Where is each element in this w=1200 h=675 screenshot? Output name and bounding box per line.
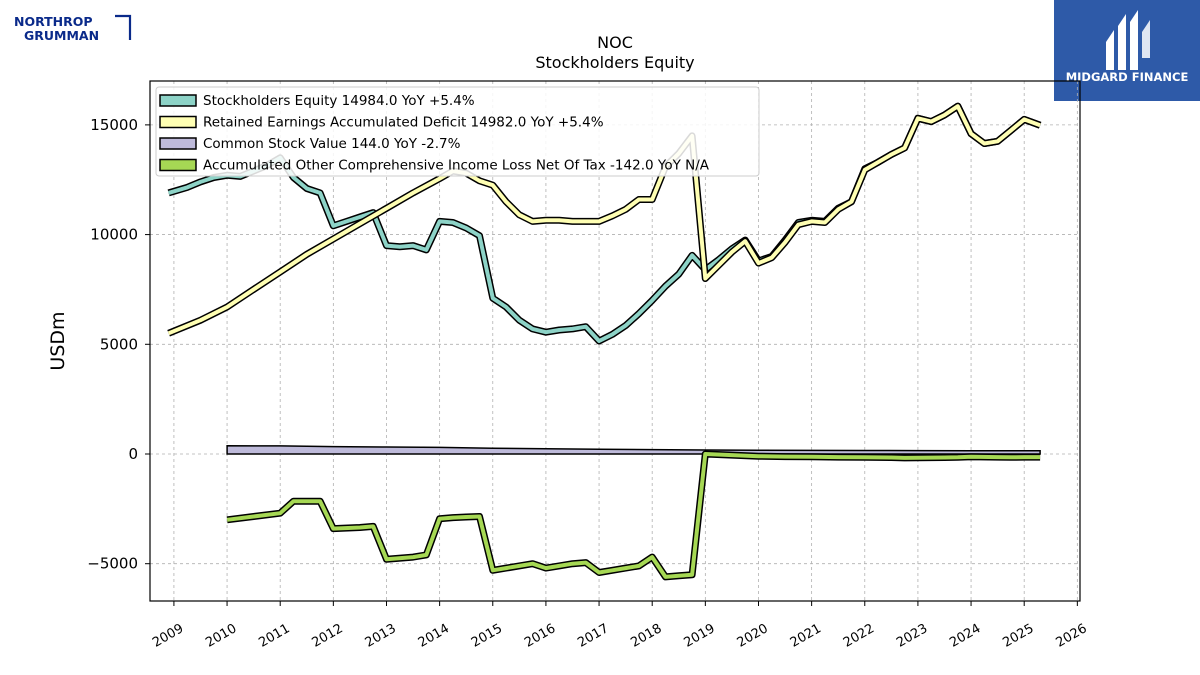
northrop-grumman-logo: NORTHROP GRUMMAN bbox=[14, 14, 132, 43]
x-axis: 2009 2010 2011 2012 2013 2014 2015 2016 2017 2018… bbox=[150, 601, 1090, 651]
midgard-mark-icon: MIDGARD FINANCE bbox=[1066, 10, 1189, 84]
series-1 bbox=[167, 102, 1042, 345]
logo-bracket-mark bbox=[115, 14, 132, 40]
legend-label: Retained Earnings Accumulated Deficit 14… bbox=[203, 115, 604, 131]
x-tick-label: 2021 bbox=[788, 621, 824, 651]
y-tick-label: 15000 bbox=[90, 116, 138, 134]
x-tick-label: 2026 bbox=[1054, 621, 1090, 651]
logo-line-2: GRUMMAN bbox=[24, 28, 99, 43]
x-tick-label: 2025 bbox=[1000, 621, 1036, 651]
y-axis: −5000 0 5000 10000 15000 bbox=[87, 116, 150, 573]
legend-swatch bbox=[159, 94, 197, 107]
series-layer bbox=[167, 102, 1042, 581]
x-tick-label: 2020 bbox=[735, 621, 771, 651]
legend-swatch bbox=[159, 115, 197, 129]
series-line bbox=[226, 452, 1041, 579]
y-tick-label: −5000 bbox=[87, 555, 138, 573]
x-tick-label: 2019 bbox=[682, 621, 718, 651]
midgard-logo-text: MIDGARD FINANCE bbox=[1066, 70, 1189, 84]
series-3 bbox=[226, 445, 1041, 455]
x-tick-label: 2013 bbox=[363, 621, 399, 651]
series-line bbox=[167, 104, 1041, 336]
series-2 bbox=[167, 102, 1042, 337]
y-tick-label: 10000 bbox=[90, 226, 138, 244]
legend-swatch bbox=[159, 158, 197, 172]
series-outline bbox=[226, 450, 1041, 581]
legend-label: Accumulated Other Comprehensive Income L… bbox=[203, 158, 710, 174]
x-tick-label: 2011 bbox=[256, 621, 292, 651]
x-tick-label: 2015 bbox=[469, 621, 505, 651]
legend-swatch bbox=[159, 137, 197, 150]
legend-label: Stockholders Equity 14984.0 YoY +5.4% bbox=[203, 93, 475, 109]
y-axis-label: USDm bbox=[47, 311, 69, 370]
x-tick-label: 2024 bbox=[947, 621, 983, 651]
x-tick-label: 2009 bbox=[150, 621, 186, 651]
x-tick-label: 2022 bbox=[841, 621, 877, 651]
legend-box bbox=[155, 86, 760, 177]
x-tick-label: 2016 bbox=[522, 621, 558, 651]
x-tick-label: 2014 bbox=[416, 621, 452, 651]
x-tick-label: 2023 bbox=[894, 621, 930, 651]
y-tick-label: 5000 bbox=[100, 335, 138, 353]
x-tick-label: 2012 bbox=[310, 621, 346, 651]
x-tick-label: 2017 bbox=[575, 621, 611, 651]
chart-title: NOC bbox=[597, 33, 633, 52]
plot-frame bbox=[149, 80, 1081, 602]
x-tick-label: 2010 bbox=[203, 621, 239, 651]
series-4 bbox=[226, 450, 1041, 581]
legend: Stockholders Equity 14984.0 YoY +5.4% Ret… bbox=[155, 86, 760, 177]
x-tick-label: 2018 bbox=[628, 621, 664, 651]
series-outline bbox=[167, 102, 1042, 337]
midgard-finance-logo: MIDGARD FINANCE bbox=[1054, 0, 1200, 101]
series-outline bbox=[167, 102, 1042, 345]
legend-label: Common Stock Value 144.0 YoY -2.7% bbox=[203, 136, 461, 152]
series-line bbox=[168, 104, 1041, 343]
grid-lines bbox=[150, 81, 1080, 601]
series-band bbox=[226, 445, 1041, 455]
logo-line-1: NORTHROP bbox=[14, 14, 93, 29]
y-tick-label: 0 bbox=[128, 445, 138, 463]
chart-subtitle: Stockholders Equity bbox=[535, 53, 694, 72]
